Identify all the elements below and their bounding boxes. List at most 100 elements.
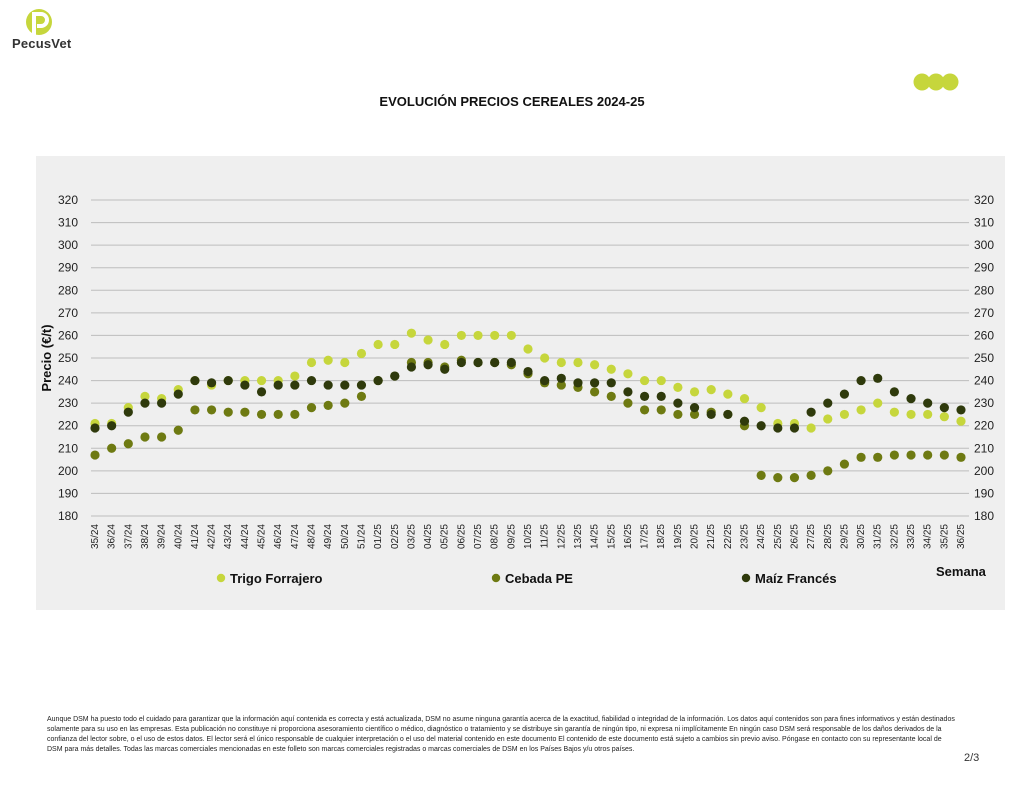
point-trigo-forrajero: [889, 407, 899, 417]
x-tick-label: 50/24: [340, 524, 351, 549]
y-tick-label-right: 230: [974, 396, 994, 410]
point-maiz-frances: [456, 357, 466, 368]
point-cebada-pe: [773, 473, 783, 483]
x-tick-label: 08/25: [490, 524, 501, 549]
x-tick-label: 21/25: [706, 524, 717, 549]
point-maiz-frances: [839, 389, 850, 399]
point-trigo-forrajero: [856, 405, 866, 415]
point-maiz-frances: [789, 423, 800, 433]
x-tick-label: 31/25: [873, 524, 884, 549]
point-cebada-pe: [639, 405, 650, 415]
y-tick-label-left: 210: [58, 441, 78, 455]
y-tick-label-left: 260: [58, 328, 78, 342]
point-maiz-frances: [490, 357, 500, 368]
point-maiz-frances: [873, 373, 883, 383]
y-tick-label-right: 210: [974, 441, 994, 455]
point-trigo-forrajero: [606, 364, 616, 374]
point-trigo-forrajero: [723, 389, 733, 399]
legend-marker: [216, 573, 226, 583]
point-trigo-forrajero: [423, 335, 433, 345]
point-cebada-pe: [123, 439, 133, 449]
point-maiz-frances: [556, 373, 566, 383]
x-tick-label: 11/25: [540, 524, 551, 549]
point-trigo-forrajero: [373, 339, 383, 350]
point-maiz-frances: [806, 407, 816, 417]
x-tick-label: 02/25: [390, 524, 401, 549]
point-cebada-pe: [356, 391, 367, 401]
y-tick-label-left: 220: [58, 419, 78, 433]
point-cebada-pe: [190, 405, 200, 415]
point-maiz-frances: [223, 375, 233, 386]
y-tick-label-right: 280: [974, 283, 994, 297]
x-tick-label: 36/25: [956, 524, 967, 549]
x-tick-label: 37/24: [123, 524, 134, 549]
point-trigo-forrajero: [739, 394, 750, 404]
legend-label: Cebada PE: [505, 571, 573, 586]
page-number: 2/3: [964, 752, 980, 764]
legend-label: Maíz Francés: [755, 571, 837, 586]
point-maiz-frances: [190, 375, 200, 386]
x-tick-label: 47/24: [290, 524, 301, 549]
point-maiz-frances: [440, 364, 450, 374]
point-maiz-frances: [773, 423, 783, 433]
point-trigo-forrajero: [923, 409, 933, 420]
x-tick-label: 41/24: [190, 524, 201, 549]
x-tick-label: 13/25: [573, 524, 584, 549]
point-cebada-pe: [756, 470, 766, 480]
point-maiz-frances: [639, 391, 650, 401]
point-maiz-frances: [573, 378, 583, 388]
point-cebada-pe: [240, 407, 250, 417]
point-trigo-forrajero: [706, 385, 716, 395]
point-trigo-forrajero: [523, 344, 533, 354]
point-cebada-pe: [140, 432, 150, 442]
x-tick-label: 03/25: [406, 524, 417, 549]
point-trigo-forrajero: [390, 339, 400, 350]
point-maiz-frances: [473, 357, 483, 368]
point-maiz-frances: [173, 389, 183, 399]
x-tick-label: 14/25: [590, 524, 601, 549]
point-cebada-pe: [806, 470, 816, 480]
point-cebada-pe: [157, 432, 167, 442]
point-maiz-frances: [157, 398, 167, 408]
point-trigo-forrajero: [906, 409, 916, 420]
point-cebada-pe: [306, 403, 317, 413]
x-tick-label: 09/25: [506, 524, 517, 549]
point-trigo-forrajero: [873, 398, 883, 408]
point-cebada-pe: [256, 409, 267, 420]
point-cebada-pe: [223, 407, 233, 417]
x-tick-label: 29/25: [839, 524, 850, 549]
point-trigo-forrajero: [756, 403, 766, 413]
point-trigo-forrajero: [823, 414, 833, 424]
page-title: EVOLUCIÓN PRECIOS CEREALES 2024-25: [379, 94, 645, 109]
y-tick-label-right: 290: [974, 261, 994, 275]
point-maiz-frances: [540, 375, 550, 386]
y-tick-label-left: 270: [58, 306, 78, 320]
point-trigo-forrajero: [323, 355, 333, 365]
point-maiz-frances: [590, 378, 600, 388]
x-tick-label: 06/25: [456, 524, 467, 549]
point-trigo-forrajero: [556, 357, 566, 368]
point-trigo-forrajero: [540, 353, 550, 363]
y-tick-label-right: 260: [974, 328, 994, 342]
point-trigo-forrajero: [839, 409, 850, 420]
y-tick-label-left: 300: [58, 238, 78, 252]
point-cebada-pe: [273, 409, 283, 420]
point-trigo-forrajero: [806, 423, 816, 433]
point-maiz-frances: [506, 357, 516, 368]
legend-marker: [741, 573, 751, 583]
x-tick-label: 28/25: [823, 524, 834, 549]
point-maiz-frances: [856, 375, 866, 386]
point-cebada-pe: [623, 398, 633, 408]
x-tick-label: 07/25: [473, 524, 484, 549]
point-cebada-pe: [889, 450, 899, 460]
x-tick-label: 49/24: [323, 524, 334, 549]
point-maiz-frances: [323, 380, 333, 390]
point-maiz-frances: [140, 398, 150, 408]
point-maiz-frances: [256, 387, 267, 397]
x-tick-label: 12/25: [556, 524, 567, 549]
x-tick-label: 30/25: [856, 524, 867, 549]
point-cebada-pe: [340, 398, 350, 408]
x-tick-label: 15/25: [606, 524, 617, 549]
x-tick-label: 43/24: [223, 524, 234, 549]
point-maiz-frances: [240, 380, 250, 390]
